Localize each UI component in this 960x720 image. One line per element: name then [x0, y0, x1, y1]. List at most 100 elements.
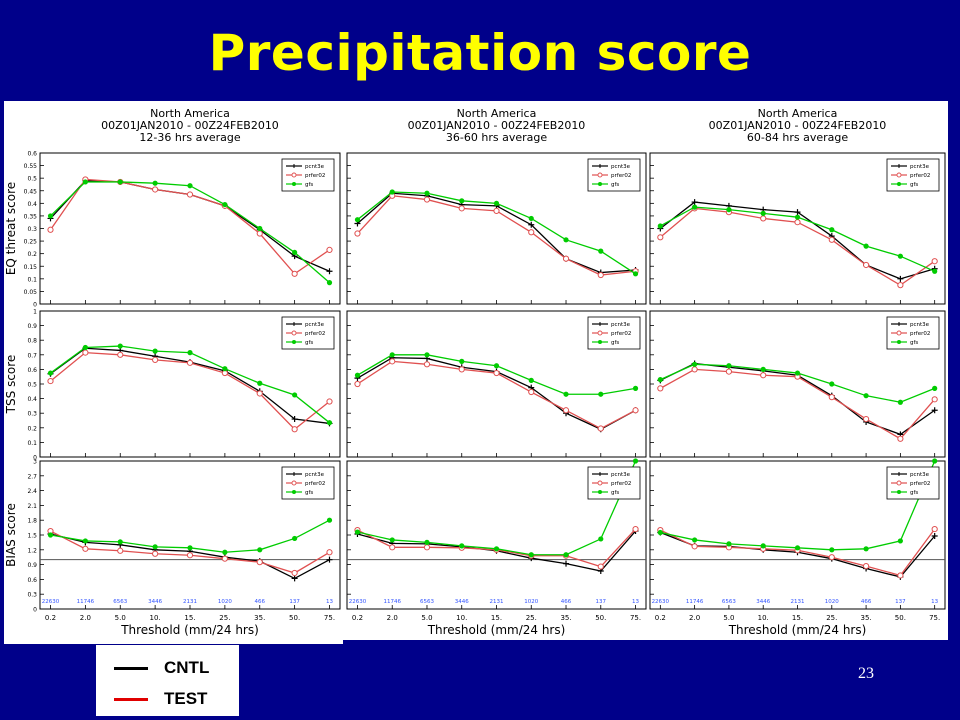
panel-1-1-series-gfs-point-6 — [563, 391, 569, 397]
panel-0-1-series-gfs-point-3 — [152, 348, 158, 354]
panel-0-2-ytick-label-2: 0.6 — [27, 577, 37, 584]
panel-0-2-xtick-label-6: 35. — [254, 614, 265, 622]
panel-0-0-legend-marker-prfer02 — [291, 172, 297, 178]
panel-0-1-ytick-label-6: 0.6 — [27, 367, 37, 374]
column-1-xlabel: Threshold (mm/24 hrs) — [427, 623, 566, 637]
panel-2-2-count-7: 137 — [895, 599, 906, 605]
panel-0-1-series-gfs-point-5 — [222, 366, 228, 372]
panel-0-1-series-gfs-point-1 — [82, 344, 88, 351]
panel-1-2-series-gfs-point-5 — [528, 552, 534, 558]
column-0-title-line-1: 00Z01JAN2010 - 00Z24FEB2010 — [101, 119, 279, 132]
panel-2-0-series-gfs-point-3 — [760, 210, 766, 216]
panel-0-0-series-gfs-point-0 — [47, 213, 54, 219]
panel-2-1-series-prfer02-point-7 — [897, 435, 904, 442]
experiment-legend: CNTL TEST — [96, 645, 239, 716]
panel-0-1-legend-label-gfs: gfs — [305, 340, 313, 346]
panel-1-0-legend-marker-gfs — [598, 182, 602, 186]
panel-2-2-legend-marker-pcnt3e — [897, 472, 901, 476]
panel-2-1-series-gfs-point-1 — [692, 361, 698, 367]
panel-0-2-count-6: 466 — [255, 599, 266, 605]
panel-2-0-series-pcnt3e-point-1 — [691, 199, 698, 206]
panel-0-0-ytick-label-0: 0 — [33, 302, 37, 309]
panel-1-0-series-prfer02-point-2 — [423, 196, 431, 203]
panel-2-0-series-prfer02-point-0 — [657, 234, 664, 241]
panel-0-1-ytick-label-0: 0 — [33, 455, 37, 462]
panel-0-2-xtick-label-1: 2.0 — [80, 614, 91, 622]
panel-1-2-count-3: 3446 — [455, 599, 469, 605]
panel-2-2-xtick-label-4: 15. — [792, 614, 803, 622]
panel-2-0-series-prfer02-point-7 — [897, 282, 904, 289]
panel-0-0-series-prfer02-point-4 — [186, 191, 194, 198]
panel-1-0-series-gfs-point-8 — [632, 271, 639, 277]
panel-0-0-legend-label-gfs: gfs — [305, 182, 313, 188]
panel-0-1-series-prfer02-point-4 — [186, 359, 194, 366]
panel-1-2-series-gfs-point-6 — [563, 552, 569, 558]
column-2-title-line-0: North America — [758, 107, 838, 120]
panel-0-2-legend-marker-prfer02 — [291, 480, 297, 486]
panel-2-2-xtick-label-5: 25. — [826, 614, 837, 622]
panel-2-1-series-prfer02-point-2 — [725, 368, 733, 375]
panel-2-1-series-prfer02-line — [660, 368, 936, 440]
panel-0-2-series-prfer02-point-7 — [291, 569, 298, 577]
panel-0-2-series-gfs-point-3 — [152, 544, 158, 550]
column-0-title-line-0: North America — [150, 107, 230, 120]
panel-1-1-series-prfer02-point-0 — [354, 380, 361, 388]
panel-2-1-series-gfs-point-0 — [657, 377, 663, 383]
panel-1-2-series-gfs-point-0 — [354, 529, 361, 535]
panel-0-1-legend-label-pcnt3e: pcnt3e — [305, 322, 325, 328]
panel-2-2-series-gfs-point-7 — [897, 538, 903, 544]
panel-1-1-series-gfs-point-1 — [389, 352, 395, 358]
panel-1-1-series-prfer02-point-1 — [389, 358, 396, 365]
panel-0-2-series-gfs-point-6 — [257, 547, 263, 553]
panel-1-2-series-gfs-point-7 — [598, 536, 604, 542]
panel-0-2-series-pcnt3e-point-7 — [291, 575, 298, 582]
panel-0-1-ytick-label-9: 0.9 — [27, 323, 37, 330]
slide-title: Precipitation score — [208, 24, 752, 82]
panel-2-2-count-1: 11746 — [686, 599, 704, 605]
panel-2-2-xtick-label-1: 2.0 — [689, 614, 700, 622]
panel-2-2-count-8: 13 — [931, 599, 938, 605]
panel-0-1-series-gfs-point-8 — [326, 420, 333, 426]
panel-2-0-series-pcnt3e-point-7 — [897, 275, 904, 282]
panel-1-1-legend-label-gfs: gfs — [611, 340, 619, 346]
panel-1-0-series-gfs-point-5 — [528, 215, 534, 222]
panel-0-2-series-prfer02-point-8 — [326, 549, 333, 556]
panel-0-1-series-prfer02-point-7 — [291, 426, 298, 433]
panel-1-0-series-gfs-point-1 — [389, 189, 395, 195]
panel-0-2-xtick-label-0: 0.2 — [45, 614, 56, 622]
panel-0-2-xtick-label-2: 5.0 — [115, 614, 126, 622]
panel-0-1-legend-marker-prfer02 — [291, 330, 297, 336]
panel-2-2-series-pcnt3e-point-8 — [931, 532, 938, 539]
panel-0-0-series-gfs-point-8 — [326, 280, 333, 286]
panel-0-2-ytick-label-5: 1.5 — [27, 533, 37, 540]
panel-0-2-xtick-label-7: 50. — [289, 614, 300, 622]
panel-2-2-count-4: 2131 — [791, 599, 805, 605]
panel-1-2-series-gfs-point-1 — [389, 537, 395, 543]
panel-1-0-series-prfer02-point-6 — [562, 255, 570, 262]
panel-1-2-count-2: 6563 — [420, 599, 434, 605]
panel-1-2-xtick-label-3: 10. — [456, 614, 467, 622]
row-0-ylabel: EQ threat score — [4, 182, 18, 275]
panel-0-2-series-gfs-point-4 — [187, 545, 193, 551]
panel-1-2-legend-label-pcnt3e: pcnt3e — [611, 472, 631, 478]
panel-2-0-series-prfer02-point-3 — [760, 215, 767, 222]
panel-0-2-series-prfer02-point-1 — [82, 545, 89, 552]
panel-0-0-legend-label-prfer02: prfer02 — [305, 173, 325, 179]
page-number: 23 — [858, 665, 874, 682]
panel-0-0-ytick-label-9: 0.45 — [24, 188, 38, 195]
panel-2-0-series-gfs-point-4 — [794, 214, 801, 220]
panel-1-2-count-7: 137 — [596, 599, 607, 605]
panel-0-2-count-5: 1020 — [218, 599, 232, 605]
panel-1-1-series-gfs-point-7 — [598, 391, 604, 397]
panel-1-2-series-gfs-point-3 — [459, 543, 465, 549]
panel-1-0-legend-marker-prfer02 — [597, 172, 603, 178]
panel-0-0-legend-marker-pcnt3e — [292, 164, 296, 168]
panel-0-2-series-gfs-point-7 — [292, 535, 298, 542]
panel-2-2-series-prfer02-point-7 — [897, 572, 904, 579]
panel-0-0-ytick-label-5: 0.25 — [24, 239, 38, 246]
panel-0-1-series-prfer02-point-8 — [326, 398, 333, 405]
panel-0-0-series-gfs-point-4 — [187, 183, 193, 189]
panel-0-2-series-prfer02-point-6 — [256, 559, 263, 566]
panel-2-2-series-gfs-point-4 — [794, 545, 801, 551]
panel-2-2-count-0: 22630 — [652, 599, 670, 605]
